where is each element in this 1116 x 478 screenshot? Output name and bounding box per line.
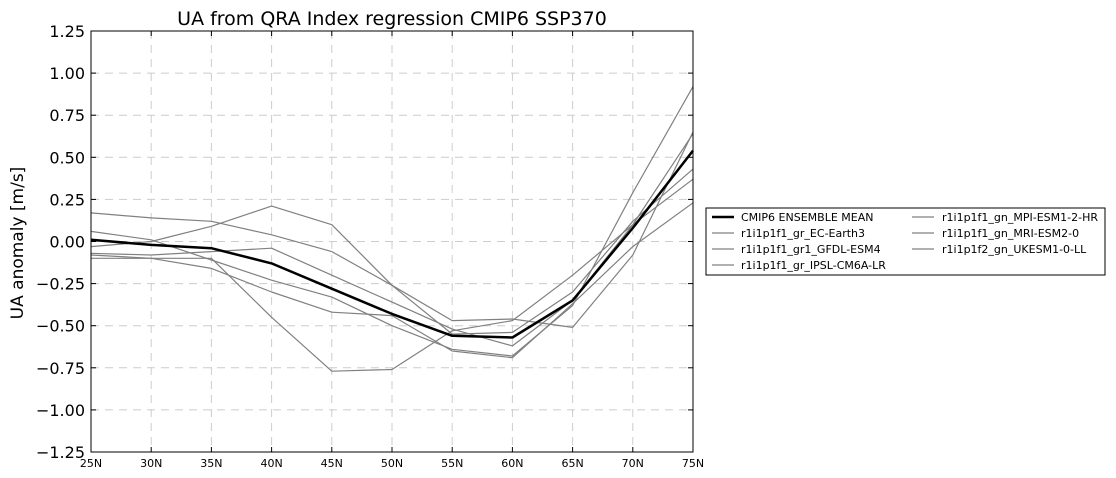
legend-label: r1i1p1f1_gr1_GFDL-ESM4 bbox=[741, 243, 881, 256]
x-tick-label: 30N bbox=[140, 457, 162, 470]
x-tick-label: 60N bbox=[501, 457, 523, 470]
series-line-r1i1p1f1-gn-mpi-esm1-2-hr bbox=[90, 131, 694, 328]
y-tick-label: 0.00 bbox=[49, 233, 85, 252]
legend-box bbox=[705, 207, 1106, 276]
x-tick-label: 75N bbox=[682, 457, 704, 470]
x-tick-label: 65N bbox=[561, 457, 583, 470]
y-tick-label: −1.00 bbox=[36, 401, 85, 420]
legend-label: r1i1p1f1_gn_MRI-ESM2-0 bbox=[942, 227, 1079, 240]
series-line-r1i1p1f1-gr-ec-earth3 bbox=[90, 168, 694, 335]
legend-label: r1i1p1f1_gr_EC-Earth3 bbox=[741, 227, 865, 240]
legend-label: CMIP6 ENSEMBLE MEAN bbox=[741, 211, 873, 224]
legend-label: r1i1p1f1_gr_IPSL-CM6A-LR bbox=[741, 259, 886, 272]
legend: CMIP6 ENSEMBLE MEAN r1i1p1f1_gr_EC-Earth3… bbox=[705, 207, 1106, 276]
y-axis-label: UA anomaly [m/s] bbox=[8, 167, 28, 320]
series-line-r1i1p1f2-gn-ukesm1-0-ll bbox=[90, 202, 694, 359]
y-tick-label: −0.50 bbox=[36, 317, 85, 336]
series-line-r1i1p1f1-gr1-gfdl-esm4 bbox=[91, 178, 694, 372]
axes: 1.25 1.00 0.75 0.50 0.25 0.00 −0.25 −0.50 −0.75 −… bbox=[36, 22, 704, 470]
y-tick-label: 1.00 bbox=[49, 64, 85, 83]
y-tick-label: 0.50 bbox=[49, 148, 85, 167]
x-tick-label: 40N bbox=[260, 457, 282, 470]
legend-label: r1i1p1f1_gn_MPI-ESM1-2-HR bbox=[942, 211, 1098, 224]
x-tick-label: 45N bbox=[321, 457, 343, 470]
y-tick-label: −1.25 bbox=[36, 443, 85, 462]
x-tick-label: 55N bbox=[441, 457, 463, 470]
x-tick-label: 70N bbox=[622, 457, 644, 470]
legend-label: r1i1p1f2_gn_UKESM1-0-LL bbox=[942, 243, 1087, 256]
y-tick-label: 0.25 bbox=[49, 190, 85, 209]
x-tick-label: 35N bbox=[200, 457, 222, 470]
series-lines bbox=[90, 86, 694, 372]
y-tick-label: −0.75 bbox=[36, 359, 85, 378]
y-tick-label: −0.25 bbox=[36, 275, 85, 294]
chart-title: UA from QRA Index regression CMIP6 SSP37… bbox=[177, 8, 607, 30]
series-line-cmip6-ensemble-mean bbox=[90, 149, 694, 339]
grid bbox=[91, 31, 693, 452]
x-tick-label: 50N bbox=[381, 457, 403, 470]
y-tick-label: 0.75 bbox=[49, 106, 85, 125]
y-tick-label: 1.25 bbox=[49, 22, 85, 41]
x-tick-label: 25N bbox=[80, 457, 102, 470]
